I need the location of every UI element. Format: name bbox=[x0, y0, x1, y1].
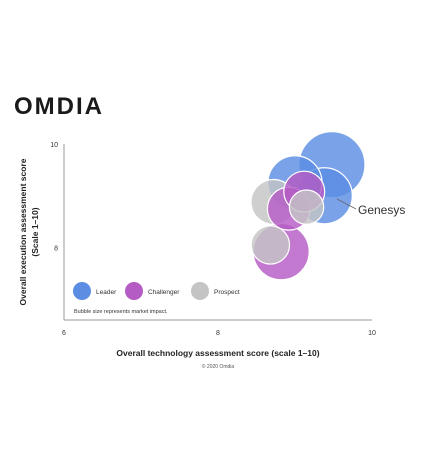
legend-swatch-leader bbox=[73, 282, 91, 300]
x-axis-label: Overall technology assessment score (sca… bbox=[116, 348, 319, 358]
x-tick-label: 10 bbox=[368, 330, 376, 337]
tick-layer: 6 8 10 8 10 bbox=[50, 142, 376, 337]
x-tick-label: 6 bbox=[62, 330, 66, 337]
legend-label-leader: Leader bbox=[96, 289, 117, 296]
legend-label-prospect: Prospect bbox=[214, 289, 240, 296]
genesys-label: Genesys bbox=[358, 203, 405, 217]
y-axis-label-line2: (Scale 1–10) bbox=[30, 207, 40, 256]
y-tick-label: 8 bbox=[54, 246, 58, 253]
legend-swatch-challenger bbox=[125, 282, 143, 300]
y-axis-label-line1: Overall execution assessment score bbox=[18, 158, 28, 305]
legend: Leader Challenger Prospect Bubble size r… bbox=[73, 282, 240, 315]
copyright-text: © 2020 Omdia bbox=[202, 363, 235, 370]
legend-swatch-prospect bbox=[191, 282, 209, 300]
y-tick-label: 10 bbox=[50, 142, 58, 149]
omdia-logo: OMDIA bbox=[14, 93, 104, 120]
legend-label-challenger: Challenger bbox=[148, 289, 180, 296]
genesys-leader-line bbox=[336, 198, 357, 210]
bubble-layer bbox=[250, 131, 366, 281]
bubble-prospect bbox=[250, 225, 291, 265]
bubble-prospect bbox=[288, 189, 325, 225]
legend-note: Bubble size represents market impact. bbox=[74, 309, 168, 315]
x-tick-label: 8 bbox=[216, 330, 220, 337]
